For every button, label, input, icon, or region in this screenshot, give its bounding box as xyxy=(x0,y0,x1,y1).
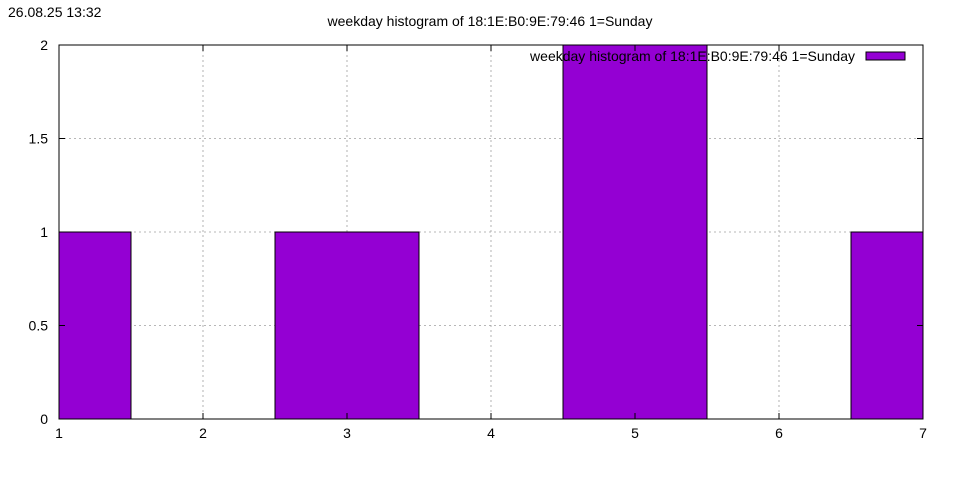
bar xyxy=(59,231,132,419)
chart-title: weekday histogram of 18:1E:B0:9E:79:46 1… xyxy=(327,13,653,29)
timestamp: 26.08.25 13:32 xyxy=(8,4,102,20)
legend: weekday histogram of 18:1E:B0:9E:79:46 1… xyxy=(529,48,906,64)
grid-lines xyxy=(59,45,923,419)
y-tick-label: 0 xyxy=(40,411,48,427)
x-tick-label: 5 xyxy=(631,425,639,441)
legend-swatch xyxy=(865,51,906,61)
y-tick-label: 2 xyxy=(40,37,48,53)
y-tick-label: 0.5 xyxy=(29,318,49,334)
axis-ticks xyxy=(58,44,924,420)
tick-labels: 1 2 3 4 5 6 7 0 0.5 1 1.5 2 xyxy=(29,37,928,441)
bar xyxy=(850,231,923,419)
x-tick-label: 3 xyxy=(343,425,351,441)
legend-label: weekday histogram of 18:1E:B0:9E:79:46 1… xyxy=(529,48,855,64)
x-tick-label: 2 xyxy=(199,425,207,441)
x-tick-label: 1 xyxy=(55,425,63,441)
bar xyxy=(562,45,708,419)
y-tick-label: 1.5 xyxy=(29,131,49,147)
x-tick-label: 4 xyxy=(487,425,495,441)
x-tick-label: 7 xyxy=(919,425,927,441)
x-tick-label: 6 xyxy=(775,425,783,441)
y-tick-label: 1 xyxy=(40,224,48,240)
bars xyxy=(59,45,923,419)
bar xyxy=(274,231,420,419)
